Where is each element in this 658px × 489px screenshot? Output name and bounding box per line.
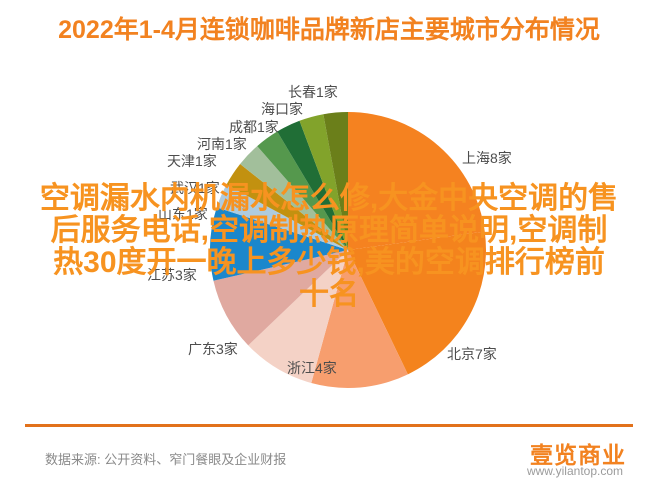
pie-slice-海口家: [299, 114, 348, 250]
pie-slice-label: 成都1家: [229, 119, 279, 135]
pie-slice-label: 长春1家: [288, 84, 338, 100]
data-source-text: 数据来源: 公开资料、窄门餐眼及企业财报: [45, 452, 287, 467]
pie-slice-label: 浙江4家: [287, 360, 337, 376]
pie-slice-label: 武汉1家: [170, 180, 220, 196]
pie-slice-label: 海口家: [261, 101, 303, 117]
pie-slice-长春1家: [323, 112, 348, 250]
overlay-line: 热30度开一晚上多少钱,美的空调排行榜前: [53, 246, 605, 279]
pie-slice-北京7家: [348, 231, 486, 375]
pie-slice-天津1家: [240, 146, 348, 250]
overlay-line: 空调漏水内机漏水怎么修,大金中央空调的售: [39, 182, 619, 215]
pie-slice-江苏3家: [209, 207, 348, 281]
pie-slice-成都1家: [277, 120, 348, 250]
chart-title: 2022年1-4月连锁咖啡品牌新店主要城市分布情况: [58, 16, 600, 44]
pie-slice-unlabeled-3: [248, 250, 348, 384]
brand-logo-text: 壹览商业: [530, 442, 626, 468]
pie-slice-武汉1家: [226, 163, 348, 250]
overlay-watermark-text: 空调漏水内机漏水怎么修,大金中央空调的售 后服务电话,空调制热原理简单说明,空调制…: [0, 183, 658, 311]
pie-slice-label: 上海8家: [462, 150, 512, 166]
pie-slice-浙江4家: [311, 250, 408, 389]
pie-slice-广东3家: [213, 250, 348, 346]
pie-slice-label: 广东3家: [188, 341, 238, 357]
brand-website-text: www.yilantop.com: [526, 464, 624, 478]
overlay-line: 十名: [299, 278, 359, 311]
pie-slice-上海8家: [348, 112, 485, 250]
pie-slice-label: 天津1家: [167, 153, 217, 169]
pie-slice-河南1家: [257, 131, 348, 250]
pie-slice-label: 江苏3家: [147, 267, 197, 283]
pie-slice-label: 河南1家: [197, 136, 247, 152]
footer-divider: [25, 424, 633, 427]
overlay-line: 后服务电话,空调制热原理简单说明,空调制: [50, 214, 608, 247]
pie-slice-label: 北京7家: [447, 346, 497, 362]
pie-slice-山东1家: [216, 184, 348, 250]
pie-slice-label: 山东1家: [158, 206, 208, 222]
